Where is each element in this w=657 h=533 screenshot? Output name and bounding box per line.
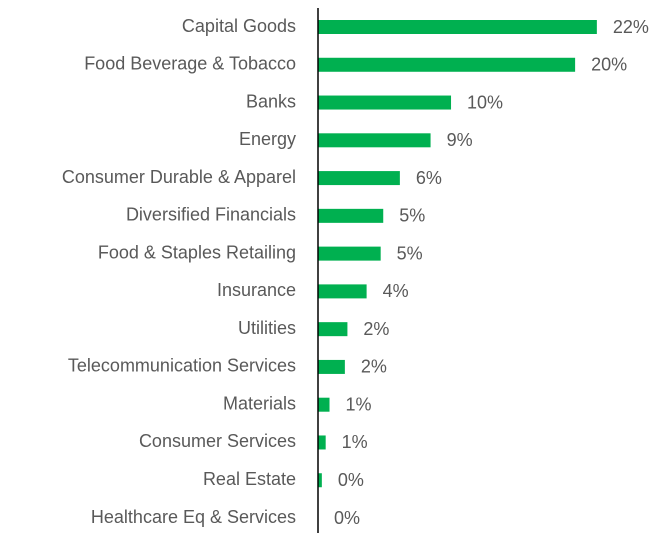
bar bbox=[318, 322, 348, 337]
bar bbox=[318, 133, 431, 148]
bar bbox=[318, 95, 452, 110]
category-label: Materials bbox=[223, 393, 296, 413]
value-label: 5% bbox=[397, 243, 423, 263]
bar bbox=[318, 171, 400, 186]
value-label: 1% bbox=[346, 394, 372, 414]
value-label: 2% bbox=[363, 319, 389, 339]
category-label: Energy bbox=[239, 129, 296, 149]
category-label: Consumer Services bbox=[139, 431, 296, 451]
bar bbox=[318, 284, 367, 299]
value-label: 22% bbox=[613, 17, 649, 37]
value-label: 0% bbox=[334, 508, 360, 528]
category-label: Telecommunication Services bbox=[68, 356, 296, 376]
value-label: 10% bbox=[467, 92, 503, 112]
value-label: 2% bbox=[361, 357, 387, 377]
bar bbox=[318, 20, 597, 34]
category-label: Banks bbox=[246, 91, 296, 111]
category-label: Real Estate bbox=[203, 469, 296, 489]
value-label: 5% bbox=[399, 206, 425, 226]
bar bbox=[318, 397, 330, 412]
category-label: Food Beverage & Tobacco bbox=[84, 54, 296, 74]
value-label: 4% bbox=[383, 281, 409, 301]
bar bbox=[318, 435, 326, 450]
category-label: Food & Staples Retailing bbox=[98, 242, 296, 262]
category-label: Insurance bbox=[217, 280, 296, 300]
bar bbox=[318, 246, 381, 261]
category-label: Utilities bbox=[238, 318, 296, 338]
bar bbox=[318, 57, 576, 72]
category-label: Diversified Financials bbox=[126, 205, 296, 225]
value-label: 6% bbox=[416, 168, 442, 188]
bar bbox=[318, 208, 384, 223]
value-label: 20% bbox=[591, 55, 627, 75]
bar bbox=[318, 473, 322, 488]
category-label: Capital Goods bbox=[182, 16, 296, 36]
value-label: 1% bbox=[342, 432, 368, 452]
category-label: Healthcare Eq & Services bbox=[91, 507, 296, 527]
value-label: 9% bbox=[447, 130, 473, 150]
category-label: Consumer Durable & Apparel bbox=[62, 167, 296, 187]
bar bbox=[318, 359, 345, 374]
value-label: 0% bbox=[338, 470, 364, 490]
